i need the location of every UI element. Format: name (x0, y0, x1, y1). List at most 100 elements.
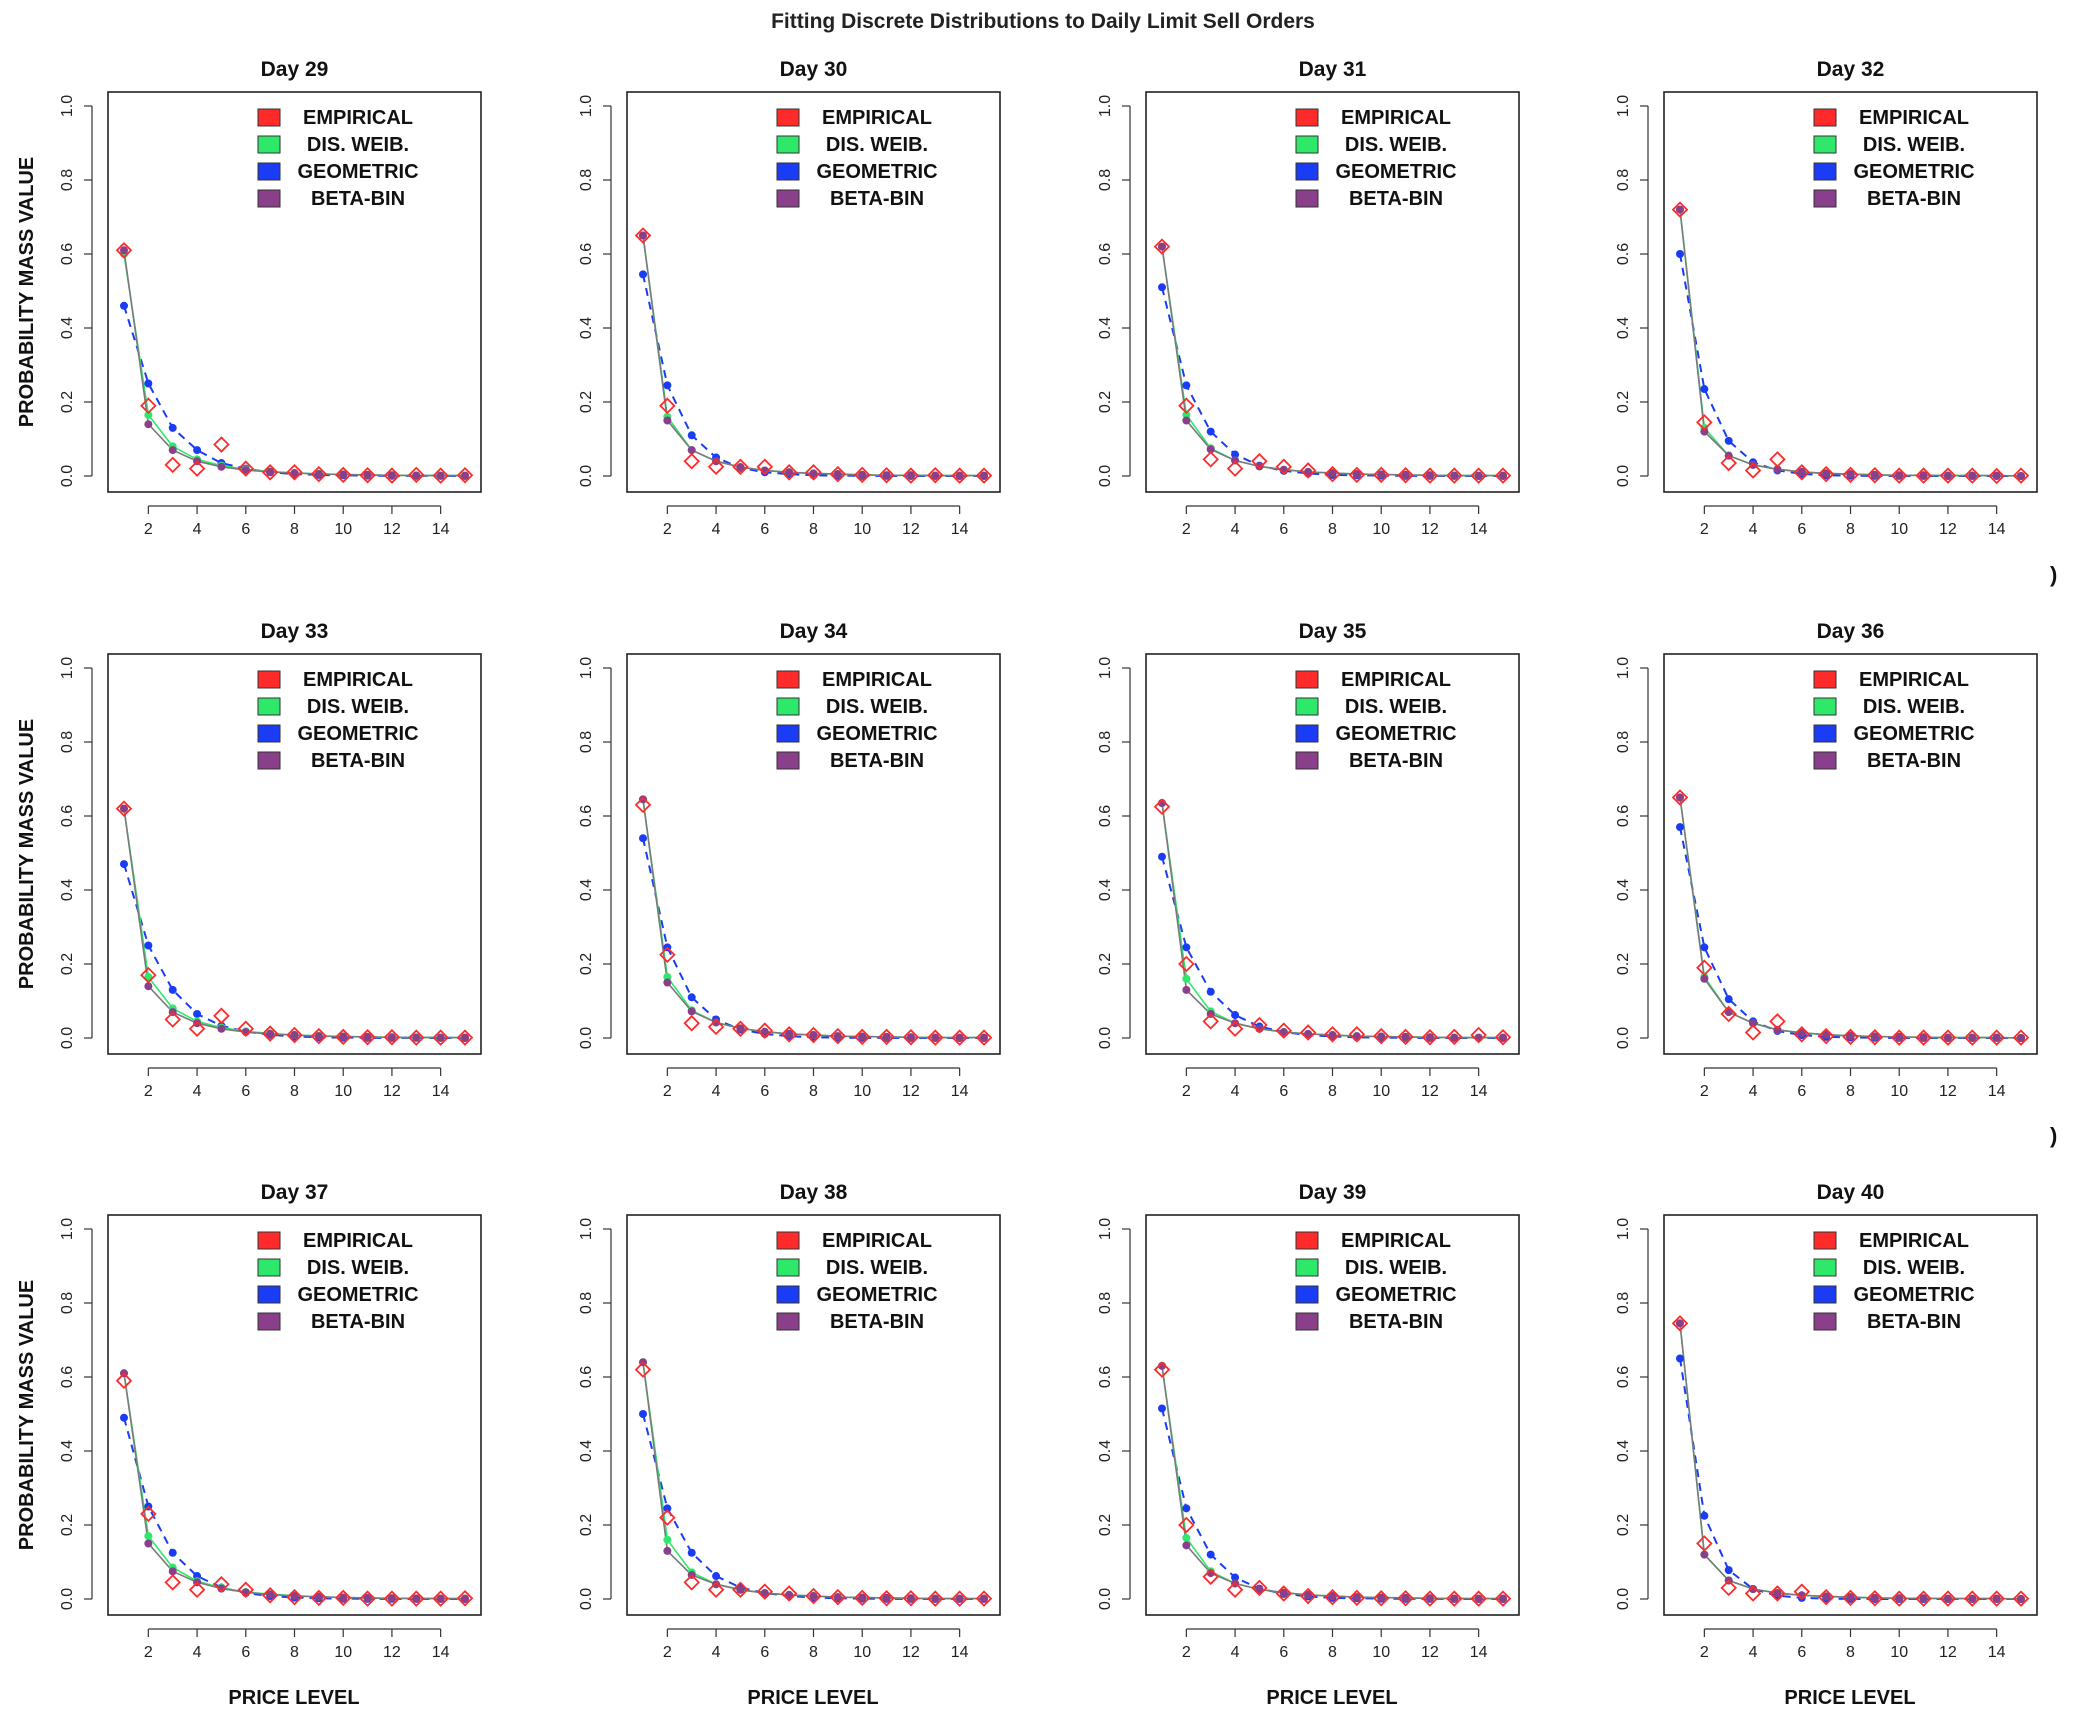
point-beta_bin (785, 1029, 794, 1038)
point-empirical (805, 464, 822, 481)
legend-label: BETA-BIN (1349, 188, 1443, 210)
point-empirical (1696, 959, 1713, 976)
point-empirical (1372, 1027, 1390, 1045)
point-empirical (359, 466, 376, 484)
legend-swatch (1813, 697, 1837, 716)
chart-panel-4: Day 32 0.0 0.2 0.4 0.6 0.8 1.0 2 4 6 8 10 12 14 EMPIRI… (1615, 58, 2038, 538)
point-beta_bin (1749, 1585, 1758, 1594)
legend-label: BETA-BIN (830, 188, 924, 210)
legend-swatch (776, 1312, 800, 1331)
legend-label: GEOMETRIC (1335, 723, 1456, 745)
y-tick-label: 0.6 (59, 805, 76, 827)
point-empirical (383, 1028, 401, 1046)
point-empirical (1671, 789, 1689, 806)
x-tick-label: 2 (663, 521, 672, 538)
panel-title: Day 40 (1817, 1181, 1885, 1204)
point-empirical (188, 460, 206, 477)
legend-label: BETA-BIN (830, 1311, 924, 1333)
x-tick-label: 6 (241, 1644, 250, 1661)
x-tick-label: 6 (241, 521, 250, 538)
point-empirical (1842, 1028, 1859, 1046)
x-tick-label: 8 (290, 521, 299, 538)
point-empirical (1988, 1029, 2005, 1046)
y-tick-label: 0.8 (1615, 1292, 1632, 1314)
point-beta_bin (1943, 1594, 1952, 1603)
legend-swatch (1813, 724, 1837, 743)
plot-frame (626, 1214, 1001, 1616)
y-tick-label: 0.4 (59, 1440, 76, 1462)
point-beta_bin (1231, 1019, 1240, 1028)
legend-swatch (1813, 108, 1837, 127)
point-geometric (1231, 1573, 1240, 1582)
y-axis-title: PROBABILITY MASS VALUE (16, 719, 38, 989)
point-empirical (140, 397, 157, 414)
series-line-dis_weib (1161, 802, 1503, 1039)
x-tick-label: 10 (334, 1083, 352, 1100)
point-beta_bin (1870, 1593, 1879, 1602)
point-empirical (1178, 397, 1195, 414)
point-beta_bin (314, 470, 323, 479)
point-empirical (286, 1588, 303, 1606)
legend-swatch (1295, 1231, 1319, 1250)
x-tick-label: 2 (144, 521, 153, 538)
x-tick-label: 14 (951, 1644, 969, 1661)
point-empirical (1153, 798, 1171, 816)
point-beta_bin (2017, 1034, 2025, 1042)
point-beta_bin (1255, 462, 1264, 471)
series-line-dis_weib (1679, 209, 2022, 477)
panel-title: Day 32 (1817, 58, 1885, 81)
y-axis-title: PROBABILITY MASS VALUE (16, 1280, 38, 1550)
point-beta_bin (760, 1589, 769, 1598)
legend-swatch (257, 189, 281, 208)
x-tick-label: 12 (902, 521, 920, 538)
x-tick-label: 8 (290, 1083, 299, 1100)
point-empirical (1817, 1588, 1835, 1606)
series-line-dis_weib (1161, 1365, 1503, 1600)
point-empirical (1348, 466, 1366, 484)
point-empirical (1866, 1028, 1884, 1046)
point-beta_bin (1499, 471, 1507, 480)
point-beta_bin (1676, 205, 1684, 214)
y-tick-label: 1.0 (1097, 1218, 1114, 1240)
y-tick-label: 0.8 (1615, 169, 1632, 191)
point-geometric (1676, 1354, 1684, 1363)
legend-swatch (257, 724, 281, 743)
legend-label: GEOMETRIC (297, 1284, 418, 1306)
point-beta_bin (736, 1024, 745, 1033)
point-empirical (659, 397, 676, 414)
point-beta_bin (760, 1027, 769, 1036)
y-tick-label: 1.0 (59, 95, 76, 117)
point-geometric (1182, 943, 1191, 952)
legend-label: DIS. WEIB. (307, 1257, 409, 1279)
point-empirical (1372, 466, 1390, 484)
point-beta_bin (1352, 1593, 1361, 1602)
y-tick-label: 0.0 (59, 1588, 76, 1610)
x-tick-label: 4 (712, 521, 721, 538)
panel-title: Day 29 (261, 58, 329, 81)
chart-panel-2: Day 30 0.0 0.2 0.4 0.6 0.8 1.0 2 4 6 8 10 12 14 EMPIRI… (578, 58, 1001, 538)
x-tick-label: 10 (1372, 1644, 1390, 1661)
y-tick-label: 0.6 (1615, 805, 1632, 827)
x-tick-label: 6 (760, 1644, 769, 1661)
point-beta_bin (1992, 1033, 2001, 1042)
y-tick-label: 0.2 (1097, 391, 1114, 413)
point-beta_bin (931, 471, 940, 480)
x-tick-label: 2 (1182, 521, 1191, 538)
y-tick-label: 0.8 (59, 731, 76, 753)
y-tick-label: 0.0 (578, 465, 595, 487)
x-tick-label: 6 (1279, 521, 1288, 538)
point-empirical (1251, 1579, 1268, 1597)
point-empirical (853, 1589, 871, 1607)
point-empirical (1671, 201, 1689, 218)
x-tick-label: 14 (1988, 1083, 2006, 1100)
plot-frame (1663, 91, 2038, 493)
point-beta_bin (1846, 1031, 1855, 1040)
y-tick-label: 1.0 (578, 1218, 595, 1240)
point-geometric (1676, 250, 1684, 258)
point-beta_bin (1401, 470, 1410, 479)
point-beta_bin (833, 1593, 842, 1602)
point-empirical (951, 467, 968, 484)
point-beta_bin (412, 1594, 421, 1603)
point-geometric (1206, 987, 1215, 996)
legend-swatch (257, 135, 281, 154)
